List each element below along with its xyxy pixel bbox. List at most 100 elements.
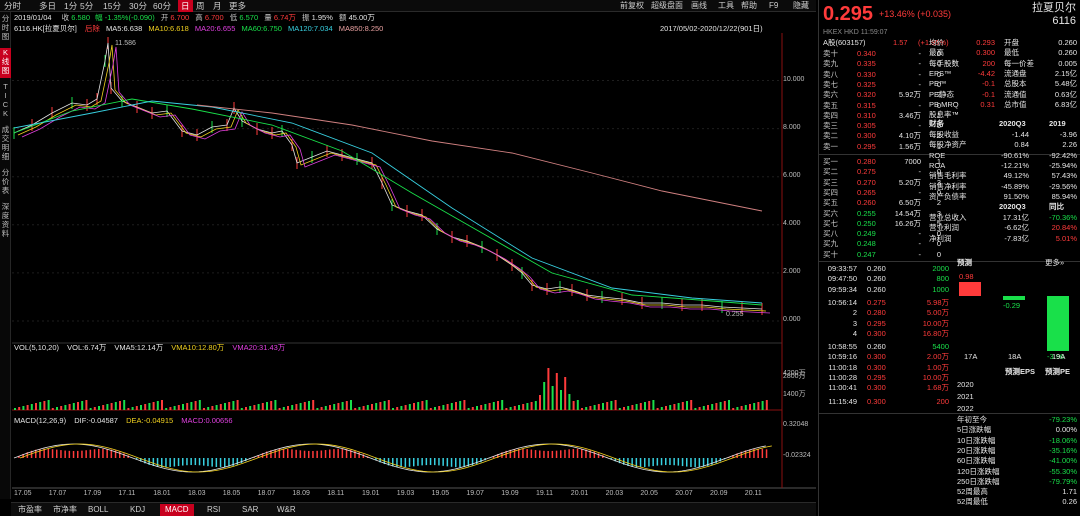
kline-chart[interactable] — [12, 33, 816, 502]
stock-code: 6116.HK[拉夏贝尔] — [14, 24, 77, 33]
perf-label: 5日涨跌幅 — [957, 425, 992, 435]
fin-value: 91.50% — [1003, 191, 1029, 201]
sidebar-view-3[interactable]: 成交明细 — [1, 125, 10, 161]
volume-bar — [270, 401, 273, 410]
indicator-tab[interactable]: BOLL — [88, 505, 109, 514]
order-volume: - — [918, 100, 922, 110]
macd-bar — [635, 458, 638, 468]
indicator-tab[interactable]: SAR — [242, 505, 259, 514]
macd-bar — [303, 450, 306, 458]
period-tab[interactable]: 5分 — [80, 1, 94, 11]
period-tab[interactable]: 多日 — [39, 1, 57, 11]
order-volume: 14.54万 — [894, 208, 921, 218]
macd-bar — [505, 450, 507, 458]
volume-bar — [455, 402, 457, 410]
volume-bar — [245, 407, 247, 410]
sidebar-view-0[interactable]: 分时图 — [1, 14, 10, 41]
indicator-tab[interactable]: KDJ — [130, 505, 146, 514]
perf-value: -79.23% — [1049, 415, 1077, 424]
perf-value: -35.16% — [1049, 445, 1077, 455]
period-tab[interactable]: 30分 — [129, 1, 147, 11]
date-axis-label: 18.09 — [292, 490, 310, 497]
toolbar-right-item[interactable]: 画线 — [691, 1, 707, 10]
volume-bar — [215, 405, 218, 410]
period-tab[interactable]: 周 — [196, 1, 205, 11]
volume-bar — [669, 405, 672, 410]
volume-bar — [366, 405, 369, 410]
toolbar-right-item[interactable]: 超级盘面 — [651, 1, 683, 10]
volume-bar — [589, 406, 592, 410]
toolbar-right-item[interactable]: 隐藏 — [793, 1, 809, 10]
adjust-label[interactable]: 后除 — [84, 24, 100, 33]
toolbar-right-item[interactable]: 工具 — [718, 1, 734, 10]
order-volume: - — [918, 167, 922, 177]
period-tab[interactable]: 1分 — [64, 1, 78, 11]
date-axis-label: 18.03 — [188, 490, 206, 497]
volume-bar — [135, 406, 138, 410]
fin2-label: 净利润 — [929, 233, 952, 243]
sidebar-view-5[interactable]: 深度资料 — [1, 202, 10, 238]
a-share-link[interactable]: A股(603157) 1.57 (+1.95%) — [823, 38, 949, 47]
volume-bar — [446, 404, 449, 410]
order-volume: - — [918, 49, 922, 58]
volume-bar — [623, 407, 625, 410]
fin2-value: 5.01% — [1055, 233, 1077, 243]
macd-bar — [72, 450, 75, 458]
stat-value: 0.005 — [1058, 58, 1077, 68]
indicator-tab[interactable]: W&R — [277, 505, 296, 514]
toolbar-right-item[interactable]: 前复权 — [620, 1, 644, 10]
macd-bar — [232, 458, 234, 466]
volume-bar — [765, 400, 768, 410]
period-tab[interactable]: 60分 — [153, 1, 171, 11]
indicator-tab[interactable]: RSI — [207, 505, 221, 514]
volume-bar — [434, 407, 436, 410]
macd-bar — [438, 458, 440, 466]
tick-time: 10:58:55 — [827, 342, 857, 352]
volume-bar — [173, 406, 176, 410]
bar-close: 6.580 — [71, 13, 91, 22]
volume-bar — [723, 401, 726, 410]
order-label: 买三 — [823, 177, 838, 187]
tick-time: 3 — [852, 318, 857, 328]
volume-bar — [404, 405, 407, 410]
volume-bar — [161, 400, 163, 410]
volume-bar — [686, 401, 688, 410]
sidebar-view-4[interactable]: 分价表 — [1, 168, 10, 195]
macd-bar — [610, 458, 612, 460]
macd-bar — [585, 449, 587, 458]
macd-bar — [492, 456, 495, 458]
period-tab[interactable]: 月 — [213, 1, 222, 11]
toolbar-right-item[interactable]: F9 — [769, 1, 779, 10]
perf-label: 250日涨跌幅 — [957, 476, 1000, 486]
indicator-tab[interactable]: 市净率 — [53, 505, 77, 514]
order-price: 0.315 — [857, 100, 876, 110]
volume-bar — [400, 406, 403, 410]
macd-bar — [509, 449, 512, 458]
macd-bar — [455, 458, 457, 468]
order-price: 0.295 — [857, 141, 876, 151]
indicator-tab[interactable]: 市盈率 — [18, 505, 42, 514]
volume-bar — [753, 403, 756, 410]
date-axis-label: 20.11 — [744, 490, 762, 497]
indicator-tab[interactable]: MACD — [160, 504, 194, 516]
volume-bar — [728, 400, 730, 410]
period-tab[interactable]: 15分 — [103, 1, 121, 11]
stat-label: 流通盘 — [1004, 68, 1027, 78]
period-tab[interactable]: 分时 — [4, 1, 22, 11]
macd-bar — [497, 454, 499, 458]
forecast-more-link[interactable]: 更多» — [1045, 258, 1065, 267]
volume-bar — [459, 401, 462, 410]
volume-bar — [30, 404, 33, 410]
volume-bar — [505, 408, 508, 410]
toolbar-right-item[interactable]: 帮助 — [741, 1, 757, 10]
period-tab[interactable]: 更多 — [229, 1, 247, 11]
date-axis-label: 19.05 — [431, 490, 450, 497]
order-label: 买七 — [823, 218, 838, 228]
volume-bar — [123, 400, 126, 410]
volume-bar — [98, 406, 100, 410]
date-axis-label: 18.11 — [327, 490, 345, 497]
period-tab[interactable]: 日 — [178, 0, 193, 12]
fin-value: -12.21% — [1001, 160, 1029, 170]
